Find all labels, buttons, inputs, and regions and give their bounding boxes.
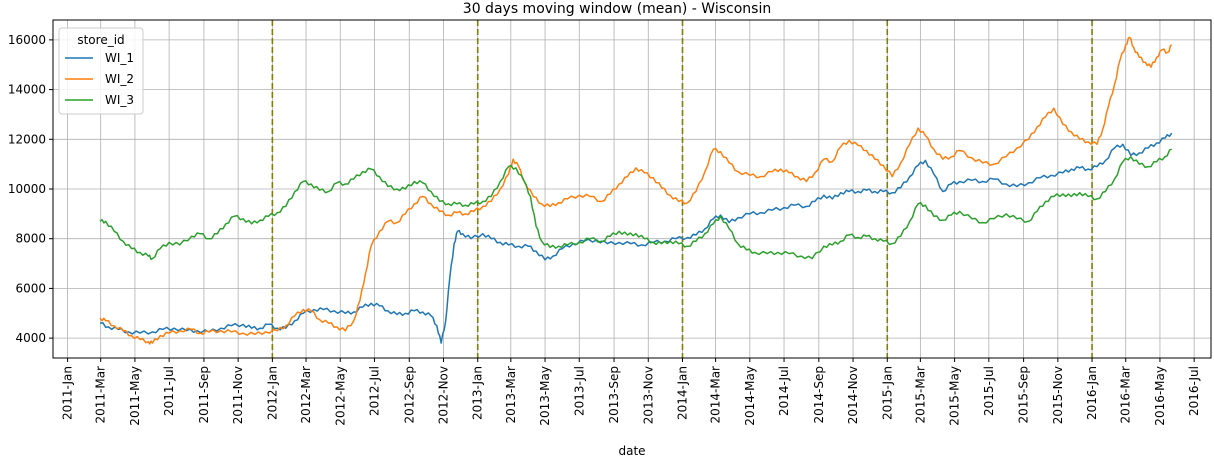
x-tick-label: 2014-Sep	[812, 366, 826, 424]
x-tick-label: 2012-Jan	[265, 366, 279, 420]
legend-box	[58, 27, 144, 115]
legend: store_id WI_1 WI_2 WI_3	[58, 27, 144, 115]
x-tick-label: 2014-May	[743, 366, 757, 426]
chart-title: 30 days moving window (mean) - Wisconsin	[463, 1, 771, 17]
y-axis: 4000 6000 8000 10000 12000 14000 16000	[8, 33, 53, 345]
x-tick-label: 2013-Nov	[641, 366, 655, 424]
x-tick-label: 2011-Sep	[197, 366, 211, 424]
x-tick-label: 2013-Mar	[504, 366, 518, 424]
legend-title: store_id	[77, 33, 124, 47]
x-tick-label: 2011-Jan	[61, 366, 75, 420]
series-lines	[99, 36, 1173, 345]
x-axis-label: date	[618, 444, 645, 458]
y-tick-label: 8000	[15, 232, 46, 246]
y-tick-label: 10000	[8, 182, 46, 196]
x-tick-label: 2013-May	[538, 366, 552, 426]
y-tick-label: 6000	[15, 281, 46, 295]
x-tick-label: 2014-Jan	[675, 366, 689, 420]
x-tick-label: 2016-Jul	[1187, 366, 1201, 416]
x-tick-label: 2013-Sep	[607, 366, 621, 424]
x-tick-label: 2011-Jul	[162, 366, 176, 416]
x-tick-label: 2011-Nov	[231, 366, 245, 424]
x-tick-label: 2015-Sep	[1017, 366, 1031, 424]
x-tick-label: 2013-Jan	[471, 366, 485, 420]
y-tick-label: 12000	[8, 132, 46, 146]
series-line-wi-1	[99, 132, 1173, 344]
grid	[53, 20, 1211, 358]
x-tick-label: 2012-Nov	[436, 366, 450, 424]
x-tick-label: 2014-Mar	[709, 366, 723, 424]
x-tick-label: 2014-Jul	[777, 366, 791, 416]
x-tick-label: 2012-Sep	[402, 366, 416, 424]
x-tick-label: 2014-Nov	[846, 366, 860, 424]
series-line-wi-2	[99, 36, 1173, 345]
x-tick-label: 2015-Nov	[1051, 366, 1065, 424]
x-tick-label: 2015-May	[948, 366, 962, 426]
y-tick-label: 16000	[8, 33, 46, 47]
x-tick-label: 2015-Mar	[913, 366, 927, 424]
x-tick-label: 2012-Jul	[367, 366, 381, 416]
x-axis: 2011-Jan 2011-Mar 2011-May 2011-Jul 2011-Sep…	[61, 358, 1201, 426]
x-tick-label: 2016-May	[1153, 366, 1167, 426]
x-tick-label: 2011-May	[128, 366, 142, 426]
x-tick-label: 2012-Mar	[299, 366, 313, 424]
legend-label: WI_1	[105, 51, 134, 65]
x-tick-label: 2013-Jul	[572, 366, 586, 416]
reference-lines	[271, 20, 1093, 358]
legend-label: WI_2	[105, 72, 134, 86]
x-tick-label: 2015-Jan	[880, 366, 894, 420]
x-tick-label: 2015-Jul	[982, 366, 996, 416]
x-tick-label: 2011-Mar	[94, 366, 108, 424]
x-tick-label: 2012-May	[333, 366, 347, 426]
y-tick-label: 4000	[15, 331, 46, 345]
legend-label: WI_3	[105, 93, 134, 107]
series-line-wi-3	[99, 148, 1172, 261]
x-tick-label: 2016-Mar	[1119, 366, 1133, 424]
x-tick-label: 2016-Jan	[1085, 366, 1099, 420]
y-tick-label: 14000	[8, 83, 46, 97]
